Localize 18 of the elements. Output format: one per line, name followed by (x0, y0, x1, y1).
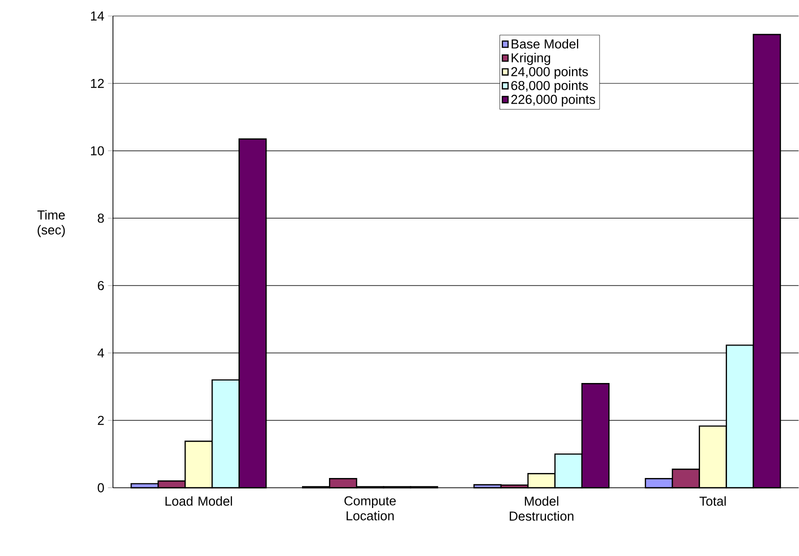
y-tick-label: 2 (98, 416, 104, 426)
legend-label: 68,000 points (511, 80, 588, 93)
y-tick-label: 0 (98, 483, 104, 492)
y-tick-label: 4 (98, 348, 104, 358)
x-tick-label: Load Model (166, 496, 232, 506)
x-tick-label: Total (700, 496, 726, 506)
x-tick-label: Compute Location (344, 496, 396, 521)
y-axis-title: Time (sec) (37, 210, 65, 238)
y-tick-label: 6 (98, 281, 104, 290)
legend-label: Base Model (512, 39, 578, 49)
legend-label: Kriging (512, 53, 550, 66)
y-tick-label: 10 (91, 146, 104, 156)
legend-label: 226,000 points (511, 94, 596, 107)
y-tick-label: 14 (91, 12, 104, 21)
legend-label: 24,000 points (511, 66, 588, 79)
y-tick-label: 12 (91, 79, 104, 88)
y-tick-label: 8 (98, 214, 104, 223)
x-tick-label: Model Destruction (510, 496, 574, 521)
